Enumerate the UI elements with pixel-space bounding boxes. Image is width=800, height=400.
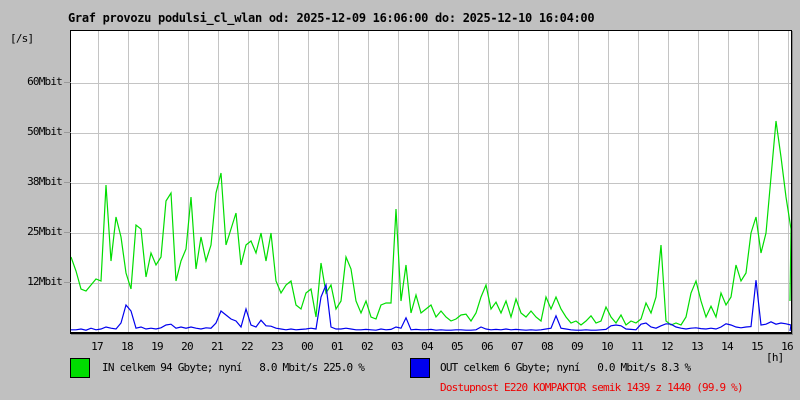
x-axis-unit-label: [h] <box>766 351 784 364</box>
x-axis-label: 01 <box>331 340 343 353</box>
in-legend-swatch <box>70 358 90 378</box>
x-axis-label: 22 <box>241 340 253 353</box>
x-axis-label: 05 <box>451 340 463 353</box>
in-legend-text: IN celkem 94 Gbyte; nyní 8.0 Mbit/s 225.… <box>102 361 365 374</box>
x-axis-label: 12 <box>661 340 673 353</box>
in-series-line <box>71 120 791 326</box>
y-axis-label: 50Mbit <box>27 125 63 138</box>
y-axis-tick <box>64 132 71 133</box>
availability-text: Dostupnost E220 KOMPAKTOR semik 1439 z 1… <box>440 381 744 394</box>
x-axis-label: 15 <box>751 340 763 353</box>
x-axis-label: 09 <box>571 340 583 353</box>
out-series-line <box>71 280 791 332</box>
y-axis-label: 12Mbit <box>27 275 63 288</box>
x-axis-label: 06 <box>481 340 493 353</box>
x-axis-label: 23 <box>271 340 283 353</box>
x-axis-label: 17 <box>91 340 103 353</box>
y-axis-tick <box>64 82 71 83</box>
plot-area <box>70 30 792 334</box>
y-axis-unit-label: [/s] <box>10 32 34 45</box>
x-axis-label: 03 <box>391 340 403 353</box>
x-axis-label: 08 <box>541 340 553 353</box>
x-axis-label: 16 <box>781 340 793 353</box>
x-axis-label: 00 <box>301 340 313 353</box>
x-axis-label: 11 <box>631 340 643 353</box>
x-axis-label: 04 <box>421 340 433 353</box>
x-axis-label: 19 <box>151 340 163 353</box>
x-axis-label: 02 <box>361 340 373 353</box>
x-axis-label: 21 <box>211 340 223 353</box>
y-axis-tick <box>64 282 71 283</box>
out-legend-text: OUT celkem 6 Gbyte; nyní 0.0 Mbit/s 8.3 … <box>440 361 691 374</box>
y-axis-label: 60Mbit <box>27 75 63 88</box>
y-axis-tick <box>64 182 71 183</box>
y-axis-label: 25Mbit <box>27 225 63 238</box>
graph-title: Graf provozu podulsi_cl_wlan od: 2025-12… <box>68 11 595 25</box>
x-axis-label: 20 <box>181 340 193 353</box>
x-axis-label: 10 <box>601 340 613 353</box>
y-axis-label: 38Mbit <box>27 175 63 188</box>
x-axis-label: 14 <box>721 340 733 353</box>
traffic-chart <box>71 31 791 333</box>
x-axis-label: 13 <box>691 340 703 353</box>
x-axis-label: 07 <box>511 340 523 353</box>
out-legend-swatch <box>410 358 430 378</box>
x-axis-label: 18 <box>121 340 133 353</box>
y-axis-tick <box>64 232 71 233</box>
